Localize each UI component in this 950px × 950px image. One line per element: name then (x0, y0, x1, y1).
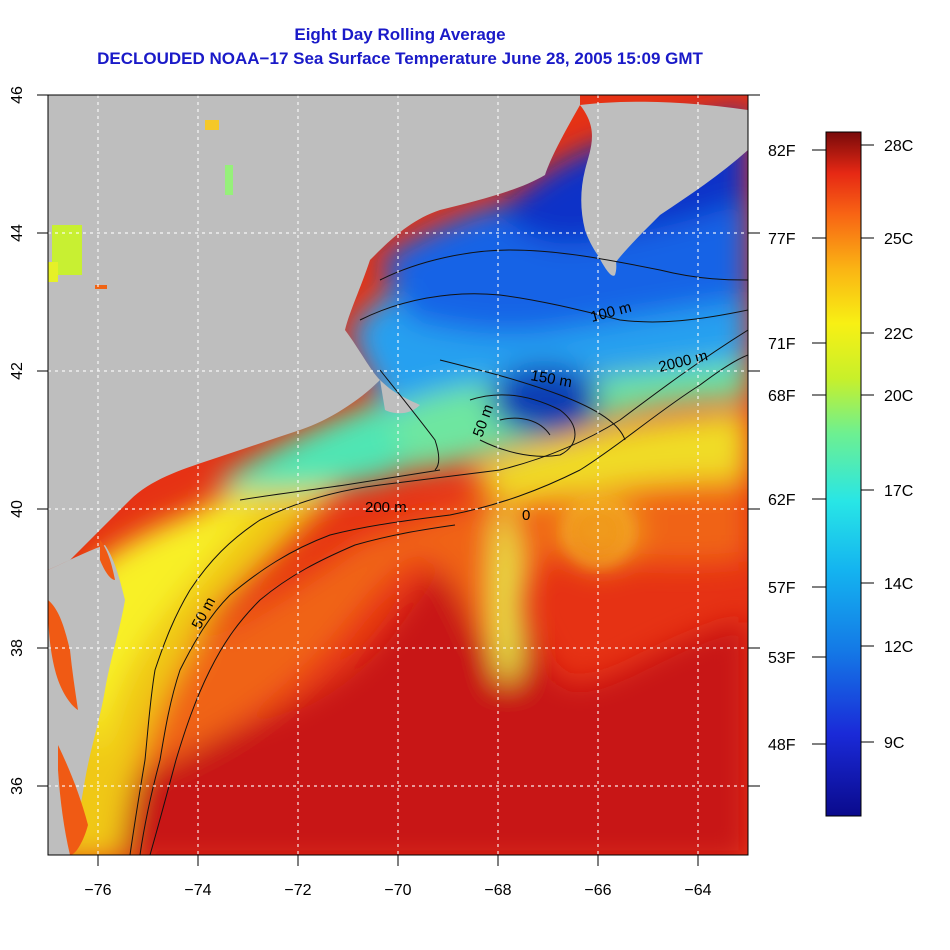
y-tick-label: 38 (9, 639, 26, 657)
colorbar: 28C 25C 22C 20C 17C 14C 12C 9C (825, 131, 913, 817)
celsius-label: 25C (884, 231, 913, 248)
estuaries (48, 540, 115, 855)
fahrenheit-label: 82F (768, 143, 796, 160)
contour-label-0: 0 (522, 507, 530, 524)
fahrenheit-label: 71F (768, 336, 796, 353)
fahrenheit-label: 57F (768, 580, 796, 597)
y-tick-label: 42 (9, 362, 26, 380)
celsius-label: 20C (884, 388, 913, 405)
celsius-label: 22C (884, 326, 913, 343)
celsius-label: 12C (884, 639, 913, 656)
x-tick-label: −72 (284, 882, 311, 899)
celsius-label: 9C (884, 735, 904, 752)
map-title: Eight Day Rolling Average (294, 25, 506, 44)
x-tick-label: −76 (84, 882, 111, 899)
fahrenheit-label: 68F (768, 388, 796, 405)
fahrenheit-scale: 82F 77F 71F 68F 62F 57F 53F 48F (768, 143, 826, 754)
sst-field: 50 m 200 m 2000 m 100 m 50 m 150 m 0 (48, 95, 748, 855)
x-axis (97, 855, 699, 866)
celsius-label: 28C (884, 138, 913, 155)
celsius-label: 14C (884, 576, 913, 593)
fahrenheit-label: 77F (768, 231, 796, 248)
x-tick-label: −70 (384, 882, 411, 899)
contour-label-150m: 150 m (529, 367, 573, 391)
gridlines (48, 95, 748, 855)
fahrenheit-label: 48F (768, 737, 796, 754)
celsius-label: 17C (884, 483, 913, 500)
y-tick-label: 36 (9, 777, 26, 795)
bathymetry-contours (129, 249, 748, 855)
y-axis-labels: 36 38 40 42 44 46 (9, 86, 26, 795)
y-axis (37, 94, 760, 787)
x-axis-labels: −76 −74 −72 −70 −68 −66 −64 (84, 882, 711, 899)
y-tick-label: 46 (9, 86, 26, 104)
x-tick-label: −64 (684, 882, 711, 899)
x-tick-label: −68 (484, 882, 511, 899)
fahrenheit-label: 53F (768, 650, 796, 667)
map-subtitle: DECLOUDED NOAA−17 Sea Surface Temperatur… (97, 49, 703, 68)
contour-label-200m: 200 m (365, 499, 407, 516)
y-tick-label: 40 (9, 500, 26, 518)
y-tick-label: 44 (9, 224, 26, 242)
x-tick-label: −74 (184, 882, 211, 899)
x-tick-label: −66 (584, 882, 611, 899)
fahrenheit-label: 62F (768, 492, 796, 509)
